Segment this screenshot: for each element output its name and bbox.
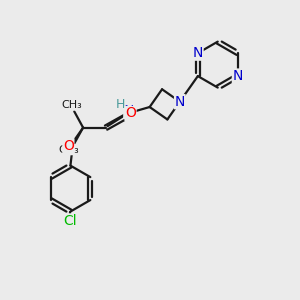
Text: O: O — [63, 139, 74, 153]
Text: H: H — [116, 98, 125, 111]
Text: N: N — [124, 104, 134, 118]
Text: CH₃: CH₃ — [58, 145, 79, 155]
Text: N: N — [193, 46, 203, 60]
Text: CH₃: CH₃ — [61, 100, 82, 110]
Text: Cl: Cl — [64, 214, 77, 228]
Text: N: N — [175, 95, 185, 109]
Text: N: N — [232, 69, 243, 83]
Text: O: O — [125, 106, 136, 121]
